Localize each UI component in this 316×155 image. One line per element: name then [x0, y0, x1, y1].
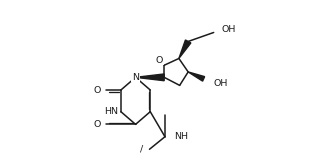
Text: NH: NH	[174, 132, 188, 141]
Polygon shape	[188, 72, 205, 81]
Text: O: O	[94, 120, 101, 129]
Text: N: N	[132, 73, 139, 82]
Text: HN: HN	[104, 107, 118, 116]
Text: OH: OH	[222, 25, 236, 34]
Polygon shape	[136, 74, 164, 81]
Polygon shape	[179, 40, 191, 58]
Text: O: O	[94, 86, 101, 95]
Text: /: /	[140, 145, 143, 154]
Text: OH: OH	[213, 79, 228, 88]
Text: O: O	[155, 56, 163, 65]
